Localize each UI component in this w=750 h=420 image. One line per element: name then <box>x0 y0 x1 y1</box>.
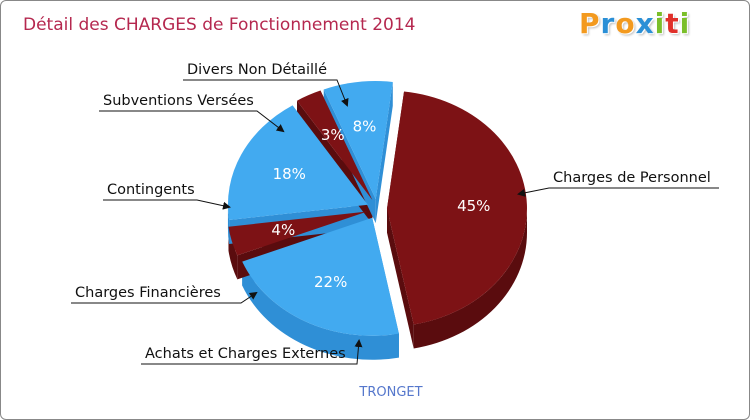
pct-label: 3% <box>321 126 345 144</box>
slice-labels: Charges de Personnel Achats et Charges Ex… <box>75 62 711 362</box>
pie-slice-side <box>242 261 399 360</box>
leader-lines <box>71 79 719 365</box>
pie-slice-side <box>227 204 230 244</box>
logo-letter: t <box>665 7 680 40</box>
pie-slice[interactable] <box>227 105 368 220</box>
logo-letter: x <box>635 7 655 40</box>
pct-labels: 45% 22% 4% 18% 3% 8% <box>271 118 490 291</box>
slice-label: Charges de Personnel <box>553 170 711 186</box>
pct-label: 22% <box>314 273 347 291</box>
logo-letter: r <box>600 7 616 40</box>
pie-slice[interactable] <box>297 90 373 201</box>
slice-label: Contingents <box>107 182 195 198</box>
pie-slice-side <box>413 208 527 349</box>
pct-label: 8% <box>353 118 377 136</box>
pie-slice[interactable] <box>323 81 393 200</box>
pct-label: 45% <box>457 197 490 215</box>
pie-slice[interactable] <box>386 91 527 325</box>
pie-tops <box>227 81 527 336</box>
slice-label: Subventions Versées <box>103 93 254 109</box>
leader-line <box>141 339 363 365</box>
slice-label: Divers Non Détaillé <box>187 62 327 78</box>
chart-title: Détail des CHARGES de Fonctionnement 201… <box>23 15 416 35</box>
logo-letter: P <box>579 7 601 40</box>
leader-line <box>103 199 231 210</box>
logo-letter: i <box>679 7 691 40</box>
logo-letter: i <box>654 7 666 40</box>
pie-slice[interactable] <box>228 211 368 256</box>
leader-line <box>71 291 258 304</box>
pie-slice-wall <box>386 208 414 349</box>
leader-line <box>517 187 719 197</box>
slice-label: Charges Financières <box>75 285 221 301</box>
pie-slice-wall <box>375 81 393 224</box>
chart-subtitle: TRONGET <box>359 385 423 400</box>
pie-slice[interactable] <box>242 217 399 336</box>
pct-label: 18% <box>273 165 306 183</box>
leader-line <box>99 110 285 133</box>
pct-label: 4% <box>271 221 295 239</box>
slice-label: Achats et Charges Externes <box>145 346 346 362</box>
leader-line <box>183 79 349 107</box>
proxiti-logo[interactable]: Proxiti <box>579 7 690 40</box>
logo-letter: o <box>615 7 636 40</box>
